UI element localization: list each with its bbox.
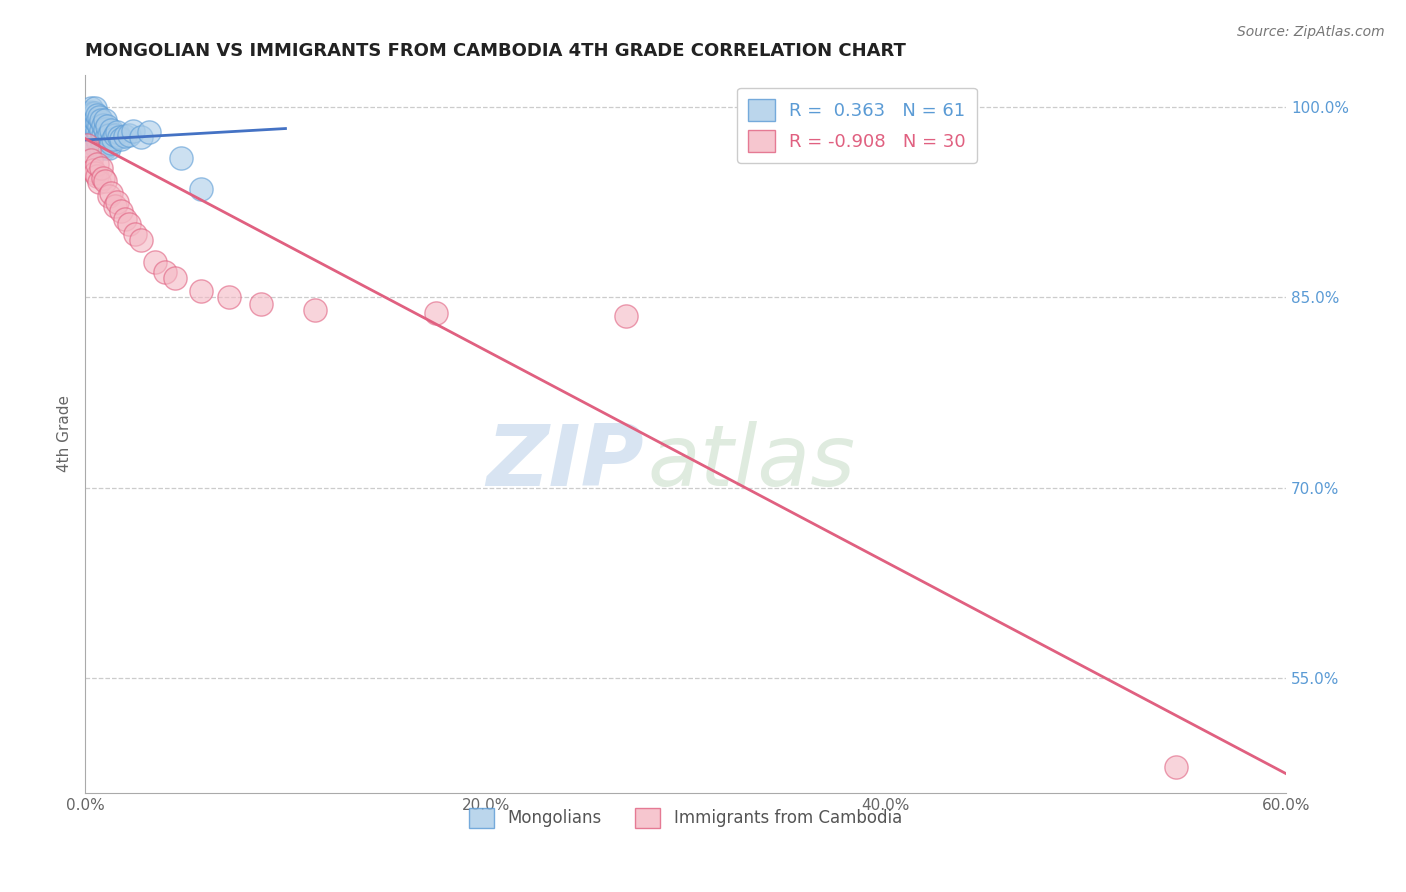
Point bbox=[118, 217, 141, 231]
Point bbox=[98, 128, 121, 142]
Point bbox=[84, 166, 107, 180]
Point bbox=[94, 131, 117, 145]
Point bbox=[155, 265, 177, 279]
Point bbox=[110, 204, 132, 219]
Point bbox=[80, 121, 103, 136]
Point bbox=[90, 131, 112, 145]
Point bbox=[190, 182, 212, 196]
Point bbox=[96, 129, 118, 144]
Point bbox=[93, 138, 115, 153]
Point bbox=[108, 130, 131, 145]
Point bbox=[94, 173, 117, 187]
Point bbox=[145, 255, 167, 269]
Point bbox=[76, 138, 98, 153]
Point bbox=[124, 227, 146, 241]
Point bbox=[250, 297, 273, 311]
Point bbox=[76, 119, 98, 133]
Point bbox=[80, 105, 103, 120]
Point bbox=[82, 136, 104, 150]
Point bbox=[84, 120, 107, 135]
Text: atlas: atlas bbox=[647, 421, 855, 504]
Point bbox=[114, 211, 136, 226]
Point bbox=[86, 115, 108, 129]
Point bbox=[82, 163, 104, 178]
Point bbox=[100, 123, 122, 137]
Point bbox=[190, 284, 212, 298]
Point bbox=[94, 121, 117, 136]
Point bbox=[100, 136, 122, 150]
Text: Source: ZipAtlas.com: Source: ZipAtlas.com bbox=[1237, 25, 1385, 39]
Point bbox=[82, 115, 104, 129]
Point bbox=[96, 119, 118, 133]
Point bbox=[104, 128, 127, 142]
Point bbox=[90, 123, 112, 137]
Point bbox=[80, 153, 103, 168]
Point bbox=[104, 199, 127, 213]
Point bbox=[76, 106, 98, 120]
Y-axis label: 4th Grade: 4th Grade bbox=[58, 395, 72, 473]
Point bbox=[89, 138, 111, 153]
Point bbox=[98, 140, 121, 154]
Point bbox=[86, 123, 108, 137]
Point bbox=[82, 106, 104, 120]
Text: MONGOLIAN VS IMMIGRANTS FROM CAMBODIA 4TH GRADE CORRELATION CHART: MONGOLIAN VS IMMIGRANTS FROM CAMBODIA 4T… bbox=[86, 42, 907, 60]
Point bbox=[98, 189, 121, 203]
Point bbox=[80, 112, 103, 127]
Point bbox=[84, 138, 107, 153]
Point bbox=[425, 306, 447, 320]
Point bbox=[86, 157, 108, 171]
Point bbox=[90, 140, 112, 154]
Point bbox=[84, 101, 107, 115]
Point bbox=[170, 151, 193, 165]
Point bbox=[93, 118, 115, 132]
Point bbox=[100, 186, 122, 201]
Point bbox=[96, 138, 118, 153]
Point bbox=[84, 129, 107, 144]
Point bbox=[89, 128, 111, 142]
Point bbox=[131, 233, 153, 247]
Point bbox=[86, 169, 108, 183]
Point bbox=[82, 125, 104, 139]
Legend: Mongolians, Immigrants from Cambodia: Mongolians, Immigrants from Cambodia bbox=[463, 801, 908, 835]
Point bbox=[90, 112, 112, 127]
Point bbox=[79, 145, 101, 159]
Point bbox=[105, 195, 128, 210]
Point bbox=[1164, 760, 1187, 774]
Point bbox=[79, 138, 101, 153]
Point bbox=[84, 106, 107, 120]
Point bbox=[103, 131, 125, 145]
Point bbox=[110, 131, 132, 145]
Point bbox=[86, 107, 108, 121]
Point bbox=[86, 140, 108, 154]
Point bbox=[86, 131, 108, 145]
Point bbox=[93, 171, 115, 186]
Point bbox=[105, 125, 128, 139]
Point bbox=[94, 140, 117, 154]
Point bbox=[79, 115, 101, 129]
Point bbox=[114, 129, 136, 144]
Point bbox=[122, 124, 145, 138]
Point bbox=[80, 131, 103, 145]
Point bbox=[93, 128, 115, 142]
Point bbox=[94, 112, 117, 127]
Text: ZIP: ZIP bbox=[486, 421, 644, 504]
Point bbox=[131, 130, 153, 145]
Point bbox=[89, 119, 111, 133]
Point bbox=[138, 125, 160, 139]
Point bbox=[614, 310, 637, 324]
Point bbox=[89, 110, 111, 124]
Point bbox=[304, 303, 326, 318]
Point bbox=[118, 128, 141, 142]
Point bbox=[84, 112, 107, 127]
Point bbox=[79, 125, 101, 139]
Point bbox=[218, 290, 240, 304]
Point bbox=[165, 271, 187, 285]
Point bbox=[80, 101, 103, 115]
Point bbox=[79, 109, 101, 123]
Point bbox=[89, 175, 111, 189]
Point bbox=[90, 161, 112, 175]
Point bbox=[76, 131, 98, 145]
